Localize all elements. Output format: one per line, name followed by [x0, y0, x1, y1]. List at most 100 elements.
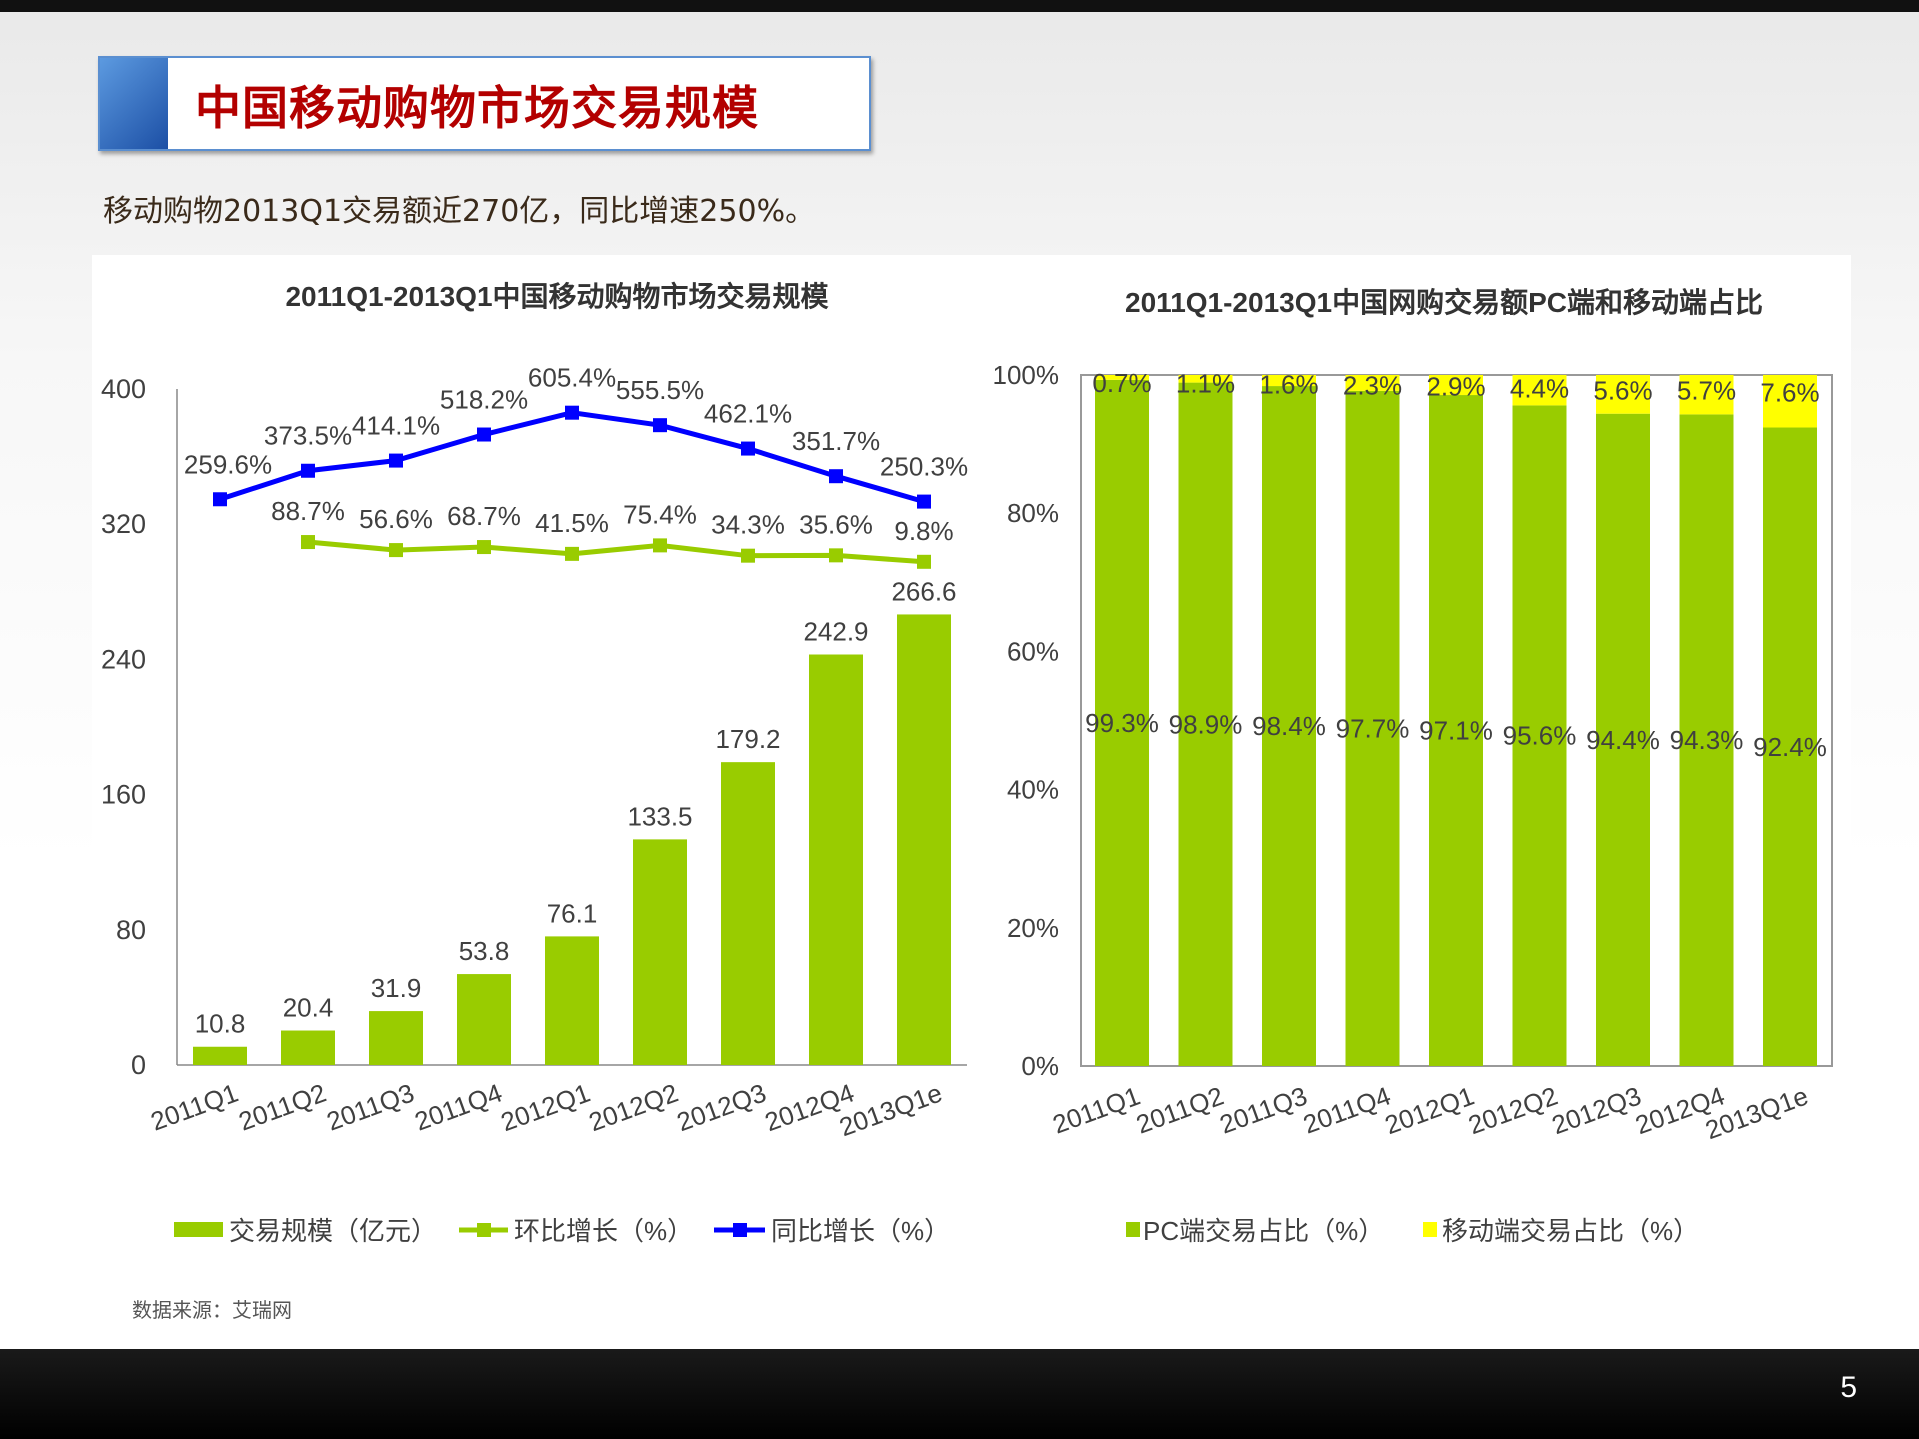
right-x-tick-label: 2012Q2 — [1464, 1080, 1561, 1140]
left-bar-2011Q1 — [193, 1046, 247, 1065]
right-y-tick-label: 60% — [1007, 636, 1059, 666]
right-bar-mobile-2011Q3 — [1262, 375, 1316, 387]
legend-label-mobile: 移动端交易占比（%） — [1442, 1216, 1699, 1246]
left-y-tick-label: 80 — [116, 915, 146, 945]
right-y-tick-label: 80% — [1007, 498, 1059, 528]
left-x-tick-label: 2012Q2 — [585, 1077, 682, 1137]
left-bar-label: 76.1 — [547, 898, 598, 928]
blue-line-marker — [301, 463, 315, 478]
left-bar-label: 242.9 — [803, 616, 868, 646]
left-bar-2012Q1 — [545, 936, 599, 1065]
right-mobile-label: 0.7% — [1092, 368, 1151, 398]
green-line-label: 35.6% — [799, 509, 873, 539]
right-bar-mobile-2012Q1 — [1429, 375, 1483, 396]
legend-swatch-pc — [1126, 1222, 1140, 1237]
right-mobile-label: 2.9% — [1426, 371, 1485, 401]
left-bar-2011Q2 — [281, 1030, 335, 1065]
right-bar-mobile-2011Q4 — [1345, 375, 1400, 391]
green-line-label: 41.5% — [535, 508, 609, 538]
green-line-marker — [389, 543, 403, 558]
right-bar-mobile-2012Q4 — [1679, 375, 1734, 415]
right-mobile-label: 1.6% — [1259, 369, 1318, 399]
left-bar-label: 31.9 — [371, 973, 422, 1003]
right-y-tick-label: 40% — [1007, 775, 1059, 805]
right-x-tick-label: 2011Q1 — [1049, 1080, 1144, 1139]
left-bar-2012Q2 — [633, 839, 687, 1065]
right-x-tick-label: 2012Q3 — [1548, 1080, 1645, 1140]
left-x-tick-label: 2011Q3 — [323, 1077, 418, 1136]
right-mobile-label: 1.1% — [1176, 369, 1235, 399]
blue-line-marker — [829, 469, 843, 484]
green-line-marker — [565, 546, 579, 561]
blue-line-marker — [741, 441, 755, 456]
page-number: 5 — [1840, 1371, 1857, 1404]
right-bar-pc-2012Q1 — [1429, 395, 1483, 1066]
left-x-tick-label: 2012Q3 — [673, 1077, 770, 1137]
right-y-tick-label: 20% — [1007, 913, 1059, 943]
right-bar-pc-2012Q2 — [1512, 405, 1567, 1066]
left-x-tick-label: 2011Q1 — [147, 1077, 242, 1136]
left-bar-label: 53.8 — [459, 936, 510, 966]
legend-swatch-mobile — [1423, 1222, 1437, 1237]
right-bar-pc-2011Q4 — [1345, 390, 1400, 1066]
right-bar-pc-2012Q3 — [1596, 413, 1650, 1066]
right-bar-pc-2011Q1 — [1095, 379, 1149, 1066]
left-bar-2012Q4 — [809, 654, 863, 1065]
left-bar-label: 133.5 — [627, 801, 692, 831]
left-bar-2012Q3 — [721, 762, 775, 1065]
blue-line-label: 555.5% — [616, 375, 704, 405]
right-y-tick-label: 100% — [993, 360, 1060, 390]
blue-line-marker — [917, 494, 931, 509]
slide-title: 中国移动购物市场交易规模 — [195, 81, 759, 135]
legend-marker-blue — [733, 1223, 747, 1237]
right-bar-pc-2011Q3 — [1262, 386, 1316, 1066]
right-bar-mobile-2012Q3 — [1596, 375, 1650, 414]
green-line-label: 9.8% — [894, 516, 953, 546]
green-line-series — [307, 539, 925, 565]
left-bar-label: 266.6 — [891, 576, 956, 606]
left-x-tick-label: 2012Q1 — [497, 1077, 594, 1137]
blue-line-label: 250.3% — [880, 452, 968, 482]
right-pc-label: 99.3% — [1085, 708, 1159, 738]
right-x-tick-label: 2012Q1 — [1381, 1080, 1478, 1140]
legend-label-blue-line: 同比增长（%） — [771, 1216, 950, 1246]
legend-label-bar: 交易规模（亿元） — [229, 1216, 437, 1246]
right-x-tick-label: 2011Q2 — [1132, 1080, 1227, 1139]
green-line-marker — [301, 535, 315, 550]
left-bar-2011Q3 — [369, 1011, 423, 1065]
right-x-tick-label: 2011Q3 — [1216, 1080, 1311, 1139]
green-line-label: 75.4% — [623, 499, 697, 529]
right-pc-label: 97.7% — [1336, 713, 1410, 743]
bottom-bar: 5 — [0, 1349, 1919, 1439]
left-bar-label: 10.8 — [195, 1009, 246, 1039]
top-bar — [0, 0, 1919, 12]
left-y-tick-label: 400 — [101, 374, 146, 404]
legend-swatch-bar — [174, 1222, 223, 1237]
left-x-tick-label: 2011Q2 — [235, 1077, 330, 1136]
right-bar-pc-2013Q1e — [1763, 427, 1817, 1066]
blue-line-label: 351.7% — [792, 426, 880, 456]
green-line-marker — [653, 538, 667, 553]
right-pc-label: 98.4% — [1252, 711, 1326, 741]
left-y-tick-label: 0 — [131, 1050, 146, 1080]
left-x-tick-label: 2011Q4 — [411, 1077, 506, 1136]
right-mobile-label: 5.7% — [1677, 376, 1736, 406]
right-pc-label: 98.9% — [1169, 709, 1243, 739]
right-y-tick-label: 0% — [1021, 1051, 1059, 1081]
blue-line-marker — [389, 453, 403, 468]
data-source: 数据来源：艾瑞网 — [132, 1298, 292, 1322]
blue-line-marker — [213, 492, 227, 507]
green-line-marker — [741, 548, 755, 563]
green-line-label: 68.7% — [447, 501, 521, 531]
left-bar-label: 179.2 — [715, 724, 780, 754]
slide-subtitle: 移动购物2013Q1交易额近270亿，同比增速250%。 — [103, 194, 816, 229]
right-mobile-label: 4.4% — [1510, 374, 1569, 404]
right-bar-pc-2012Q4 — [1679, 414, 1734, 1067]
right-x-tick-label: 2011Q4 — [1299, 1080, 1394, 1139]
right-mobile-label: 7.6% — [1760, 378, 1819, 408]
right-pc-label: 92.4% — [1753, 732, 1827, 762]
left-chart-title: 2011Q1-2013Q1中国移动购物市场交易规模 — [285, 280, 829, 312]
legend-label-green-line: 环比增长（%） — [514, 1216, 693, 1246]
legend-marker-green — [477, 1223, 491, 1237]
right-pc-label: 94.4% — [1586, 725, 1660, 755]
